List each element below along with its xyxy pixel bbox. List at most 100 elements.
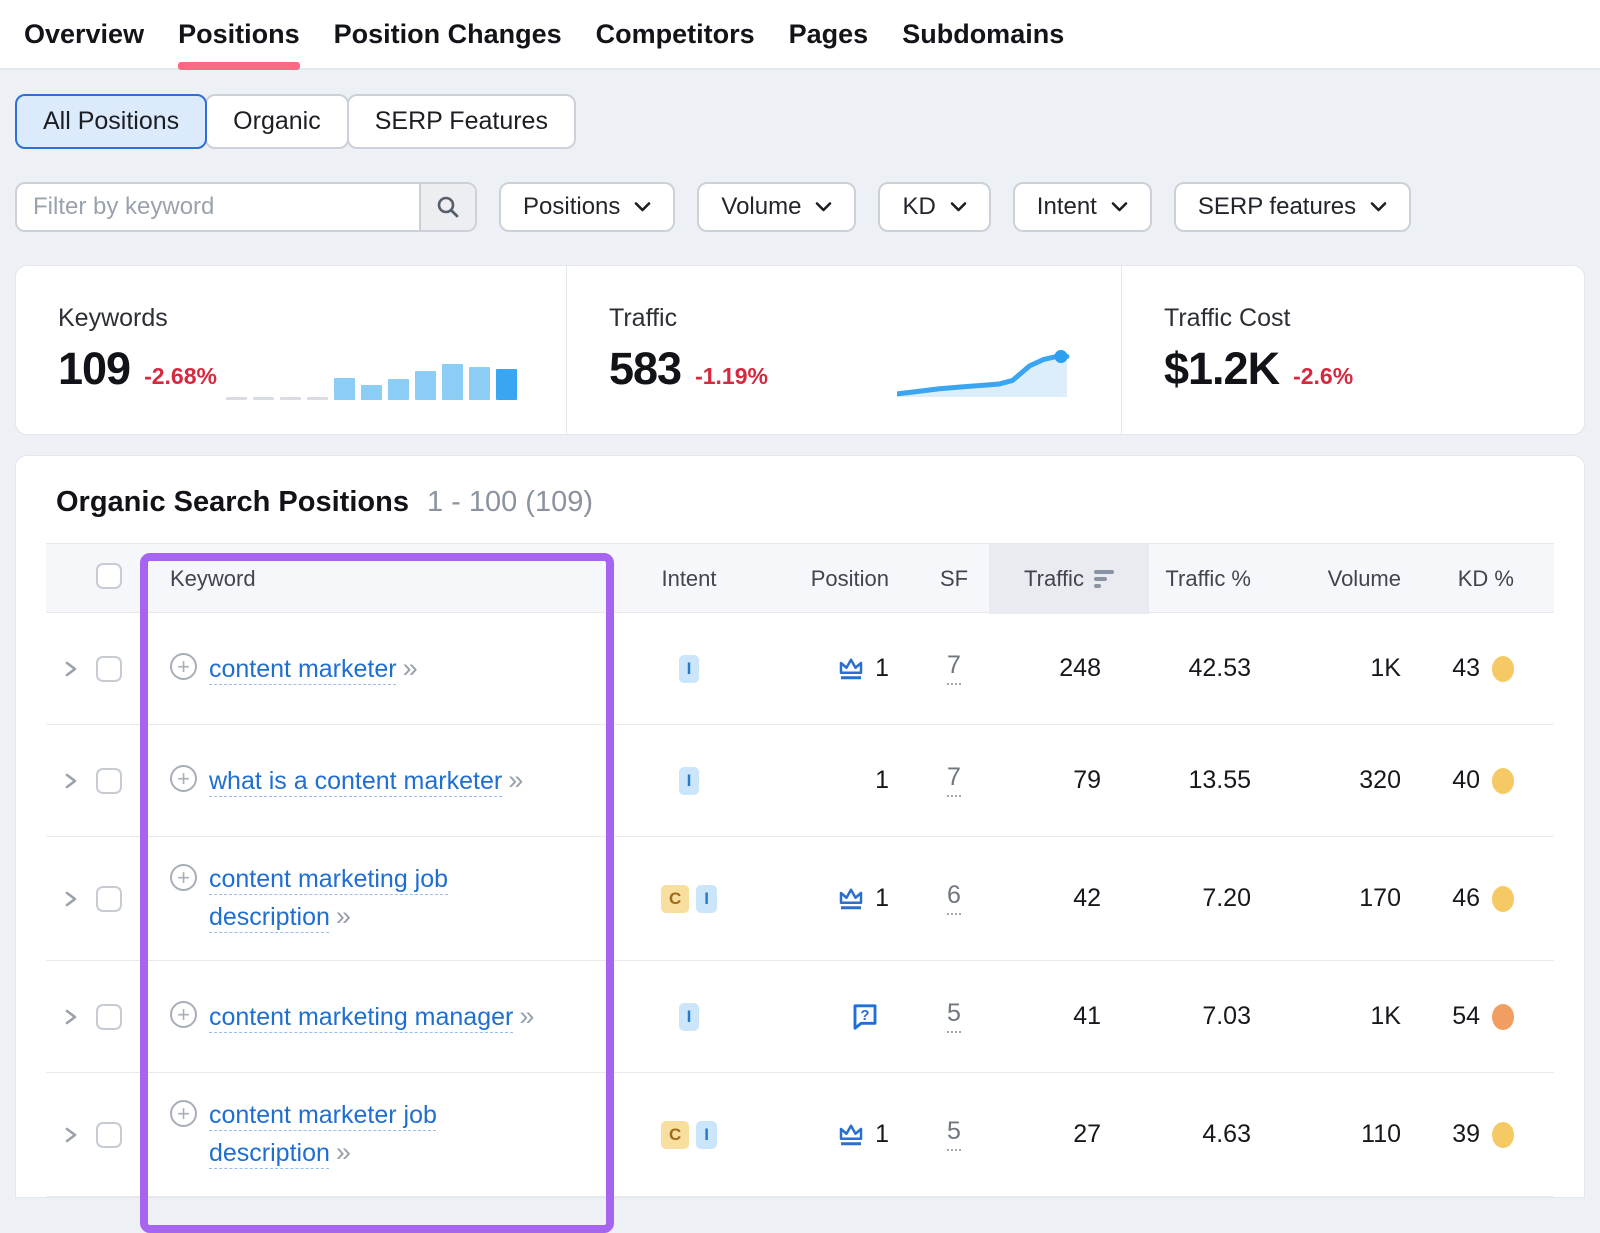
expand-row-button[interactable] xyxy=(46,887,96,911)
intent-badge-i[interactable]: I xyxy=(678,766,700,795)
double-chevron-icon[interactable]: » xyxy=(335,901,351,931)
column-header-label: Traffic xyxy=(1024,566,1084,591)
filter-dropdown-serp-features[interactable]: SERP features xyxy=(1173,182,1412,232)
keyword-link[interactable]: content marketing job description xyxy=(209,865,449,931)
stat-change: -1.19% xyxy=(695,363,768,389)
search-button[interactable] xyxy=(419,184,475,230)
tab-competitors[interactable]: Competitors xyxy=(595,18,755,49)
position-cell: 1 xyxy=(749,766,919,795)
keyword-link[interactable]: content marketing manager xyxy=(209,1002,514,1031)
tab-position-changes[interactable]: Position Changes xyxy=(333,18,562,49)
sparkline-baseline-dash xyxy=(280,397,301,400)
filter-dropdown-kd[interactable]: KD xyxy=(878,182,991,232)
stat-change: -2.6% xyxy=(1293,363,1354,389)
volume-value: 1K xyxy=(1370,1002,1401,1030)
sparkline-bar xyxy=(388,379,409,400)
filter-dropdown-volume[interactable]: Volume xyxy=(697,182,857,232)
filter-dropdown-intent[interactable]: Intent xyxy=(1012,182,1152,232)
column-header-traffic-pct[interactable]: Traffic % xyxy=(1165,566,1251,591)
row-checkbox[interactable] xyxy=(96,655,122,682)
kd-value: 54 xyxy=(1452,1002,1480,1030)
row-checkbox[interactable] xyxy=(96,1121,122,1148)
add-to-list-icon[interactable]: + xyxy=(170,1000,197,1028)
position-value: 1 xyxy=(875,766,889,794)
volume-value: 320 xyxy=(1359,766,1401,794)
stat-traffic: Traffic 583 -1.19% xyxy=(566,266,1121,434)
kd-difficulty-dot xyxy=(1492,655,1514,682)
column-header-traffic[interactable]: Traffic xyxy=(989,544,1149,614)
column-header-keyword[interactable]: Keyword xyxy=(170,566,256,591)
intent-badge-i[interactable]: I xyxy=(696,884,717,913)
intent-badge-i[interactable]: I xyxy=(678,654,700,683)
stat-value: $1.2K xyxy=(1164,343,1280,394)
expand-row-button[interactable] xyxy=(46,657,96,681)
serp-features-count[interactable]: 7 xyxy=(947,764,961,797)
search-icon xyxy=(435,194,461,220)
traffic-value: 248 xyxy=(1059,654,1101,682)
expand-row-button[interactable] xyxy=(46,1123,96,1147)
keyword-link[interactable]: content marketer xyxy=(209,654,397,683)
segment-organic[interactable]: Organic xyxy=(205,94,349,149)
serp-features-count[interactable]: 6 xyxy=(947,882,961,915)
volume-value: 170 xyxy=(1359,884,1401,912)
sparkline-bar xyxy=(415,371,436,400)
intent-badges: I xyxy=(629,766,749,795)
add-to-list-icon[interactable]: + xyxy=(170,864,197,891)
stat-value: 583 xyxy=(609,343,682,394)
row-checkbox[interactable] xyxy=(96,767,122,794)
intent-badge-c[interactable]: C xyxy=(660,1120,690,1149)
intent-badge-i[interactable]: I xyxy=(678,1002,700,1031)
keyword-filter-input[interactable] xyxy=(17,184,419,230)
table-row: + what is a content marketer» I 1 7 79 1… xyxy=(46,725,1554,837)
keyword-link[interactable]: what is a content marketer xyxy=(209,766,503,795)
filter-dropdown-positions[interactable]: Positions xyxy=(499,182,676,232)
serp-features-count[interactable]: 5 xyxy=(947,1000,961,1033)
column-header-sf[interactable]: SF xyxy=(939,566,969,591)
double-chevron-icon[interactable]: » xyxy=(508,764,523,795)
column-header-intent[interactable]: Intent xyxy=(661,566,717,591)
chevron-down-icon xyxy=(634,201,651,213)
dropdown-label: Volume xyxy=(721,193,802,220)
organic-positions-panel: Organic Search Positions 1 - 100 (109) K… xyxy=(15,455,1585,1198)
serp-features-count[interactable]: 7 xyxy=(947,652,961,685)
double-chevron-icon[interactable]: » xyxy=(519,1000,534,1031)
double-chevron-icon[interactable]: » xyxy=(335,1137,351,1167)
sparkline-bar xyxy=(334,378,355,400)
dropdown-label: Positions xyxy=(523,193,621,220)
sparkline-baseline-dash xyxy=(307,397,328,400)
traffic-pct-value: 7.20 xyxy=(1202,884,1251,912)
tab-pages[interactable]: Pages xyxy=(788,18,869,49)
row-checkbox[interactable] xyxy=(96,1003,122,1030)
intent-badge-i[interactable]: I xyxy=(696,1120,717,1149)
table-range: 1 - 100 (109) xyxy=(426,486,593,518)
stat-label: Traffic Cost xyxy=(1164,304,1291,332)
tab-subdomains[interactable]: Subdomains xyxy=(902,18,1065,49)
traffic-pct-value: 13.55 xyxy=(1188,766,1251,794)
intent-badge-c[interactable]: C xyxy=(660,884,690,913)
kd-difficulty-dot xyxy=(1492,1121,1514,1148)
segment-all-positions[interactable]: All Positions xyxy=(15,94,208,149)
tab-positions[interactable]: Positions xyxy=(178,0,300,70)
add-to-list-icon[interactable]: + xyxy=(170,1100,197,1127)
double-chevron-icon[interactable]: » xyxy=(402,652,418,683)
select-all-checkbox[interactable] xyxy=(96,563,122,589)
serp-features-count[interactable]: 5 xyxy=(947,1118,961,1151)
traffic-pct-value: 42.53 xyxy=(1188,654,1251,682)
row-checkbox[interactable] xyxy=(96,885,122,912)
add-to-list-icon[interactable]: + xyxy=(170,764,197,792)
stat-label: Keywords xyxy=(58,304,168,332)
intent-badges: I xyxy=(629,1002,749,1031)
keyword-link[interactable]: content marketer job description xyxy=(209,1101,437,1167)
column-header-kd[interactable]: KD % xyxy=(1457,566,1514,591)
expand-row-button[interactable] xyxy=(46,769,96,793)
expand-row-button[interactable] xyxy=(46,1005,96,1029)
position-type-segments: All Positions Organic SERP Features xyxy=(15,94,1600,149)
tab-overview[interactable]: Overview xyxy=(24,18,145,49)
column-header-position[interactable]: Position xyxy=(810,566,889,591)
column-header-volume[interactable]: Volume xyxy=(1327,566,1401,591)
add-to-list-icon[interactable]: + xyxy=(170,652,197,680)
segment-serp-features[interactable]: SERP Features xyxy=(346,94,576,149)
